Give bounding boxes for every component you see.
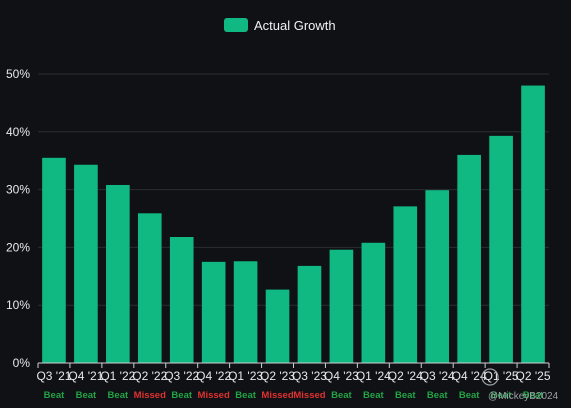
x-tick-label: Q1 '25 [484,369,519,383]
legend-swatch [224,18,248,32]
bar [201,261,226,363]
status-label: Missed [198,390,230,401]
bars [42,85,545,363]
x-tick-label: Q1 '22 [100,369,135,383]
bar [137,213,162,363]
status-label: Beat [491,390,512,401]
bar [361,242,386,363]
bar [106,184,130,363]
y-tick-label: 40% [6,125,30,139]
status-label: Beat [44,390,65,401]
x-tick-label: Q2 '22 [132,369,167,383]
x-tick-label: Q4 '23 [324,369,359,383]
y-tick-label: 0% [13,356,31,370]
bar [74,164,98,363]
status-label: Beat [363,390,384,401]
x-tick-label: Q3 '24 [420,369,455,383]
y-tick-label: 20% [6,240,30,254]
status-label: Beat [171,390,192,401]
x-tick-label: Q3 '21 [36,369,71,383]
bar [169,236,194,363]
legend[interactable]: Actual Growth [224,18,336,33]
x-tick-label: Q4 '21 [68,369,103,383]
watermark-logo [481,368,499,386]
status-label: Beat [427,390,448,401]
legend-label: Actual Growth [254,18,336,33]
bar [329,249,354,363]
bar [457,154,481,363]
status-label: Missed [261,390,293,401]
y-tick-label: 30% [6,183,30,197]
status-label: Missed [293,390,325,401]
status-label: Beat [459,390,480,401]
bar [265,289,290,363]
x-tick-label: Q1 '24 [356,369,391,383]
status-label: Beat [331,390,352,401]
x-tick-label: Q4 '22 [196,369,231,383]
x-tick-label: Q2 '23 [260,369,295,383]
status-row: Beat Beat Beat Missed Beat Missed Beat Missed Mi… [44,390,544,401]
x-tick-label: Q2 '24 [388,369,423,383]
bar [393,206,418,363]
bar [425,190,450,363]
x-tick-label: Q3 '22 [164,369,199,383]
status-label: Missed [134,390,166,401]
status-label: Beat [108,390,129,401]
watermark-text: @MickeyB2024 [488,391,559,402]
bar [489,135,513,363]
bar [521,85,545,363]
x-tick-label: Q4 '24 [452,369,487,383]
bar [233,261,258,363]
bar [297,265,322,363]
watermark: @MickeyB2024 [481,368,559,402]
status-label: Beat [76,390,97,401]
y-tick-label: 50% [6,67,30,81]
x-tick-label: Q2 '25 [516,369,551,383]
bar [42,157,66,363]
x-tick-label: Q3 '23 [292,369,327,383]
status-label: Beat [235,390,256,401]
x-tick-label: Q1 '23 [228,369,263,383]
status-label: Beat [523,390,544,401]
status-label: Beat [395,390,416,401]
y-axis: 0% 10% 20% 30% 40% 50% [6,67,30,370]
y-tick-label: 10% [6,298,30,312]
